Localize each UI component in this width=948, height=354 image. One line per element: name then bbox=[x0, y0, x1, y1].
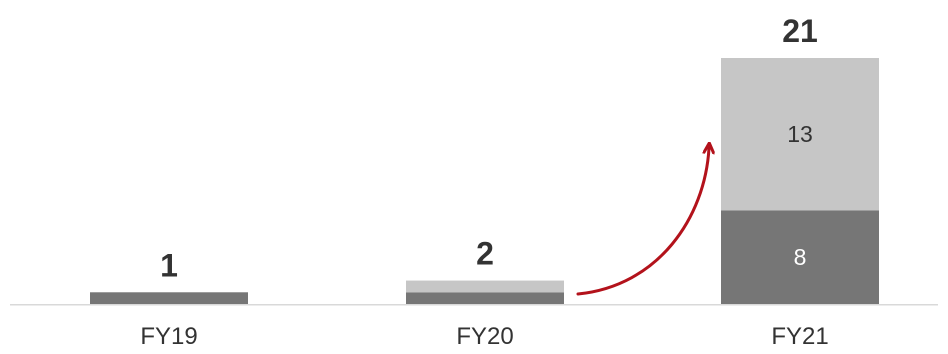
x-tick-label-fy20: FY20 bbox=[456, 323, 513, 350]
total-label-fy21: 21 bbox=[782, 13, 818, 49]
bar-segment-fy19-s0 bbox=[90, 292, 248, 304]
growth-arrow bbox=[576, 148, 709, 296]
bar-segment-fy21-s1 bbox=[721, 58, 879, 211]
total-label-fy20: 2 bbox=[476, 236, 494, 272]
bar-segment-fy20-s1 bbox=[406, 280, 564, 293]
bar-segment-fy21-s0 bbox=[721, 210, 879, 304]
bar-segment-fy20-s0 bbox=[406, 292, 564, 304]
segment-label-fy21-s1: 13 bbox=[787, 121, 813, 147]
x-tick-label-fy21: FY21 bbox=[771, 323, 828, 350]
labels-layer: 1 FY19 2 FY20 8 13 21 FY21 bbox=[140, 13, 828, 350]
bars-layer bbox=[90, 58, 879, 304]
segment-label-fy21-s0: 8 bbox=[794, 244, 807, 270]
x-tick-label-fy19: FY19 bbox=[140, 323, 197, 350]
total-label-fy19: 1 bbox=[160, 247, 178, 283]
